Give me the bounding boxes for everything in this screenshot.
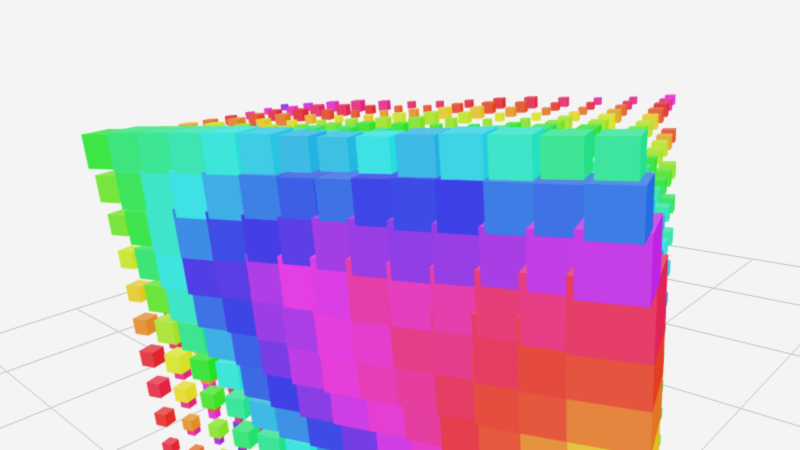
scene-background	[0, 0, 800, 450]
webgl-3d-viewport[interactable]	[0, 0, 800, 450]
